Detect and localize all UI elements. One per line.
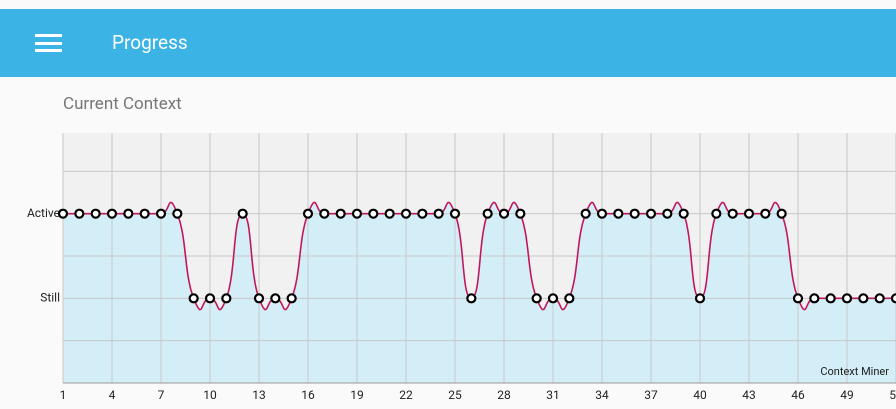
data-point: [596, 208, 608, 219]
data-point: [351, 208, 363, 219]
data-point: [515, 208, 526, 219]
data-point: [825, 293, 836, 304]
data-point: [106, 208, 118, 219]
data-point: [858, 293, 869, 304]
x-tick-label: 19: [350, 388, 364, 402]
data-point: [809, 293, 820, 304]
data-point: [172, 208, 183, 219]
x-tick-label: 7: [158, 388, 165, 402]
data-point: [74, 208, 85, 219]
x-tick-label: 34: [595, 388, 609, 402]
data-point: [890, 293, 896, 304]
data-point: [90, 208, 101, 219]
data-point: [188, 293, 199, 304]
data-point: [368, 208, 379, 219]
data-point: [57, 208, 69, 219]
y-tick-label: Active: [27, 206, 60, 220]
data-point: [564, 293, 575, 304]
section-title: Current Context: [63, 94, 182, 114]
x-tick-label: 16: [301, 388, 315, 402]
x-tick-label: 40: [693, 388, 707, 402]
x-tick-label: 43: [742, 388, 756, 402]
data-point: [253, 293, 265, 304]
data-point: [302, 208, 314, 219]
x-tick-label: 49: [840, 388, 854, 402]
y-tick-label: Still: [40, 291, 60, 305]
data-point: [580, 208, 591, 219]
x-tick-label: 4: [109, 388, 116, 402]
data-point: [482, 208, 493, 219]
app-title: Progress: [112, 31, 188, 54]
data-point: [792, 293, 804, 304]
data-point: [237, 208, 248, 219]
data-point: [335, 208, 346, 219]
data-point: [841, 293, 853, 304]
data-point: [433, 208, 444, 219]
data-point: [498, 208, 510, 219]
data-point: [449, 208, 461, 219]
data-point: [662, 208, 673, 219]
data-point: [629, 208, 640, 219]
data-point: [155, 208, 167, 219]
data-point: [139, 208, 150, 219]
data-point: [645, 208, 657, 219]
x-tick-label: 37: [644, 388, 658, 402]
data-point: [531, 293, 542, 304]
x-tick-label: 52: [889, 388, 896, 402]
x-tick-label: 13: [252, 388, 266, 402]
data-point: [743, 208, 755, 219]
data-point: [694, 293, 706, 304]
data-point: [221, 293, 232, 304]
data-point: [678, 208, 689, 219]
data-point: [776, 208, 787, 219]
data-point: [286, 293, 297, 304]
data-point: [204, 293, 216, 304]
data-point: [466, 293, 477, 304]
data-point: [760, 208, 771, 219]
area: [63, 202, 896, 383]
data-point: [384, 208, 395, 219]
data-point: [613, 208, 624, 219]
data-point: [711, 208, 722, 219]
line: [63, 201, 896, 311]
app-bar: Progress: [0, 9, 896, 77]
data-point: [270, 293, 281, 304]
x-tick-label: 28: [497, 388, 511, 402]
x-tick-label: 31: [546, 388, 560, 402]
data-point: [400, 208, 412, 219]
data-point: [547, 293, 559, 304]
x-tick-label: 10: [203, 388, 217, 402]
data-point: [874, 293, 885, 304]
x-tick-label: 1: [60, 388, 67, 402]
chart-description: Context Miner: [820, 365, 889, 378]
data-point: [319, 208, 330, 219]
data-point: [727, 208, 738, 219]
data-point: [123, 208, 134, 219]
menu-button[interactable]: [35, 34, 62, 52]
x-tick-label: 22: [399, 388, 413, 402]
x-tick-label: 46: [791, 388, 805, 402]
x-tick-label: 25: [448, 388, 462, 402]
data-point: [417, 208, 428, 219]
